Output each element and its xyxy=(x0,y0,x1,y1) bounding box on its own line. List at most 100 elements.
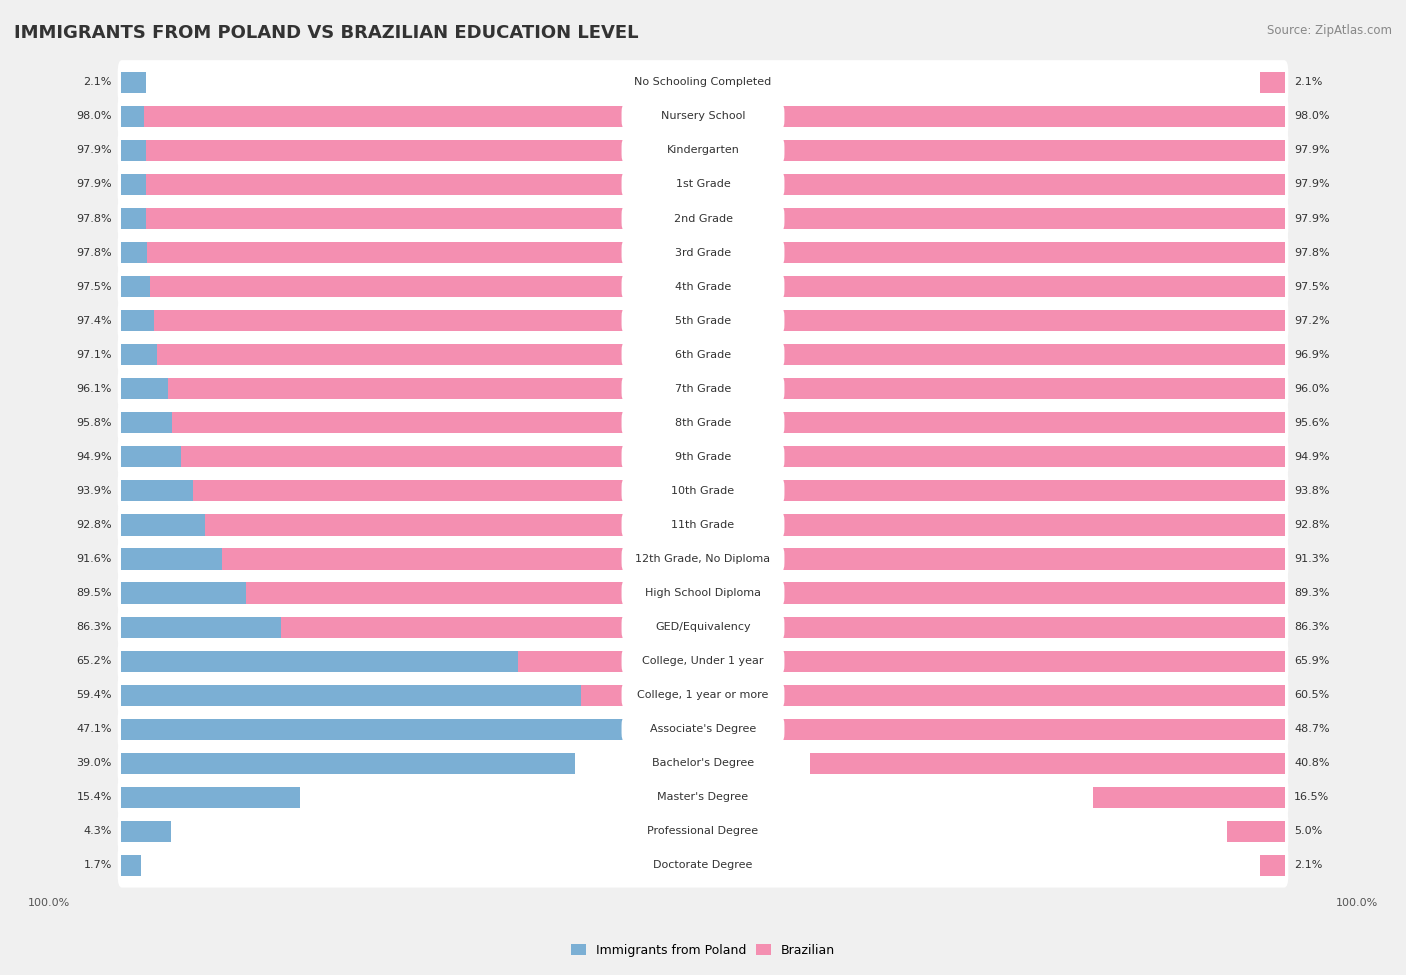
Text: 92.8%: 92.8% xyxy=(1294,520,1330,530)
FancyBboxPatch shape xyxy=(118,332,1288,377)
FancyBboxPatch shape xyxy=(621,649,785,674)
Bar xyxy=(146,242,1285,263)
Bar xyxy=(173,412,1285,433)
Text: 2nd Grade: 2nd Grade xyxy=(673,214,733,223)
Bar xyxy=(145,106,1285,127)
Text: Nursery School: Nursery School xyxy=(661,111,745,121)
Text: 86.3%: 86.3% xyxy=(1294,622,1330,632)
FancyBboxPatch shape xyxy=(621,445,785,469)
Text: No Schooling Completed: No Schooling Completed xyxy=(634,77,772,88)
Bar xyxy=(121,719,669,740)
Text: 97.9%: 97.9% xyxy=(76,145,112,155)
Text: 95.8%: 95.8% xyxy=(76,418,112,428)
FancyBboxPatch shape xyxy=(621,615,785,640)
Bar xyxy=(121,515,1201,535)
Text: 60.5%: 60.5% xyxy=(1294,690,1329,700)
FancyBboxPatch shape xyxy=(118,775,1288,820)
Text: 91.3%: 91.3% xyxy=(1294,554,1330,564)
Bar xyxy=(121,72,146,93)
Text: 97.1%: 97.1% xyxy=(76,350,112,360)
Text: 97.2%: 97.2% xyxy=(1294,316,1330,326)
Bar xyxy=(121,106,1261,127)
Bar xyxy=(194,481,1285,501)
Bar xyxy=(121,821,172,842)
Text: 4.3%: 4.3% xyxy=(83,827,112,837)
Text: 97.5%: 97.5% xyxy=(1294,282,1330,292)
FancyBboxPatch shape xyxy=(621,785,785,809)
FancyBboxPatch shape xyxy=(118,707,1288,752)
Bar xyxy=(121,412,1236,433)
FancyBboxPatch shape xyxy=(621,70,785,95)
Bar xyxy=(150,276,1285,297)
Text: Associate's Degree: Associate's Degree xyxy=(650,724,756,734)
Bar xyxy=(167,378,1285,400)
Text: 4th Grade: 4th Grade xyxy=(675,282,731,292)
FancyBboxPatch shape xyxy=(118,196,1288,241)
Bar xyxy=(146,139,1285,161)
FancyBboxPatch shape xyxy=(621,547,785,571)
Bar xyxy=(1260,855,1285,876)
FancyBboxPatch shape xyxy=(118,401,1288,445)
Bar xyxy=(121,582,1163,604)
Text: 93.9%: 93.9% xyxy=(76,486,112,496)
Text: 97.9%: 97.9% xyxy=(1294,214,1330,223)
FancyBboxPatch shape xyxy=(118,230,1288,275)
Text: 97.8%: 97.8% xyxy=(1294,248,1330,257)
Text: 1st Grade: 1st Grade xyxy=(676,179,730,189)
Bar xyxy=(146,174,1285,195)
FancyBboxPatch shape xyxy=(118,741,1288,786)
Text: 16.5%: 16.5% xyxy=(1294,793,1329,802)
Bar xyxy=(157,344,1285,366)
Bar xyxy=(246,582,1285,604)
Text: IMMIGRANTS FROM POLAND VS BRAZILIAN EDUCATION LEVEL: IMMIGRANTS FROM POLAND VS BRAZILIAN EDUC… xyxy=(14,24,638,42)
Text: Bachelor's Degree: Bachelor's Degree xyxy=(652,759,754,768)
FancyBboxPatch shape xyxy=(621,819,785,843)
Text: 2.1%: 2.1% xyxy=(1294,77,1323,88)
FancyBboxPatch shape xyxy=(621,853,785,878)
FancyBboxPatch shape xyxy=(118,162,1288,207)
FancyBboxPatch shape xyxy=(118,639,1288,683)
Text: 6th Grade: 6th Grade xyxy=(675,350,731,360)
FancyBboxPatch shape xyxy=(118,843,1288,887)
Text: 96.1%: 96.1% xyxy=(76,384,112,394)
Bar xyxy=(121,344,1251,366)
Text: 86.3%: 86.3% xyxy=(76,622,112,632)
FancyBboxPatch shape xyxy=(621,342,785,367)
FancyBboxPatch shape xyxy=(621,308,785,332)
FancyBboxPatch shape xyxy=(118,537,1288,581)
Legend: Immigrants from Poland, Brazilian: Immigrants from Poland, Brazilian xyxy=(565,939,841,961)
Bar xyxy=(121,481,1213,501)
Text: 92.8%: 92.8% xyxy=(76,520,112,530)
Text: 65.2%: 65.2% xyxy=(76,656,112,666)
FancyBboxPatch shape xyxy=(118,60,1288,104)
FancyBboxPatch shape xyxy=(118,95,1288,138)
Text: 96.0%: 96.0% xyxy=(1294,384,1330,394)
FancyBboxPatch shape xyxy=(621,207,785,231)
Text: 94.9%: 94.9% xyxy=(1294,451,1330,462)
Text: 1.7%: 1.7% xyxy=(83,860,112,871)
FancyBboxPatch shape xyxy=(621,240,785,265)
FancyBboxPatch shape xyxy=(118,298,1288,343)
FancyBboxPatch shape xyxy=(118,604,1288,649)
Bar xyxy=(1226,821,1285,842)
Bar xyxy=(121,174,1260,195)
Text: 15.4%: 15.4% xyxy=(76,793,112,802)
Bar xyxy=(121,447,1226,467)
FancyBboxPatch shape xyxy=(118,469,1288,513)
FancyBboxPatch shape xyxy=(621,717,785,741)
Bar xyxy=(718,719,1285,740)
Text: College, 1 year or more: College, 1 year or more xyxy=(637,690,769,700)
Bar xyxy=(121,208,1260,229)
FancyBboxPatch shape xyxy=(621,751,785,775)
Text: 10th Grade: 10th Grade xyxy=(672,486,734,496)
FancyBboxPatch shape xyxy=(621,274,785,299)
Text: GED/Equivalency: GED/Equivalency xyxy=(655,622,751,632)
Text: 97.4%: 97.4% xyxy=(76,316,112,326)
FancyBboxPatch shape xyxy=(118,435,1288,479)
Bar xyxy=(1092,787,1285,808)
Text: 98.0%: 98.0% xyxy=(76,111,112,121)
Text: 100.0%: 100.0% xyxy=(28,898,70,908)
Bar xyxy=(121,310,1254,332)
Text: 97.9%: 97.9% xyxy=(1294,145,1330,155)
Text: Kindergarten: Kindergarten xyxy=(666,145,740,155)
